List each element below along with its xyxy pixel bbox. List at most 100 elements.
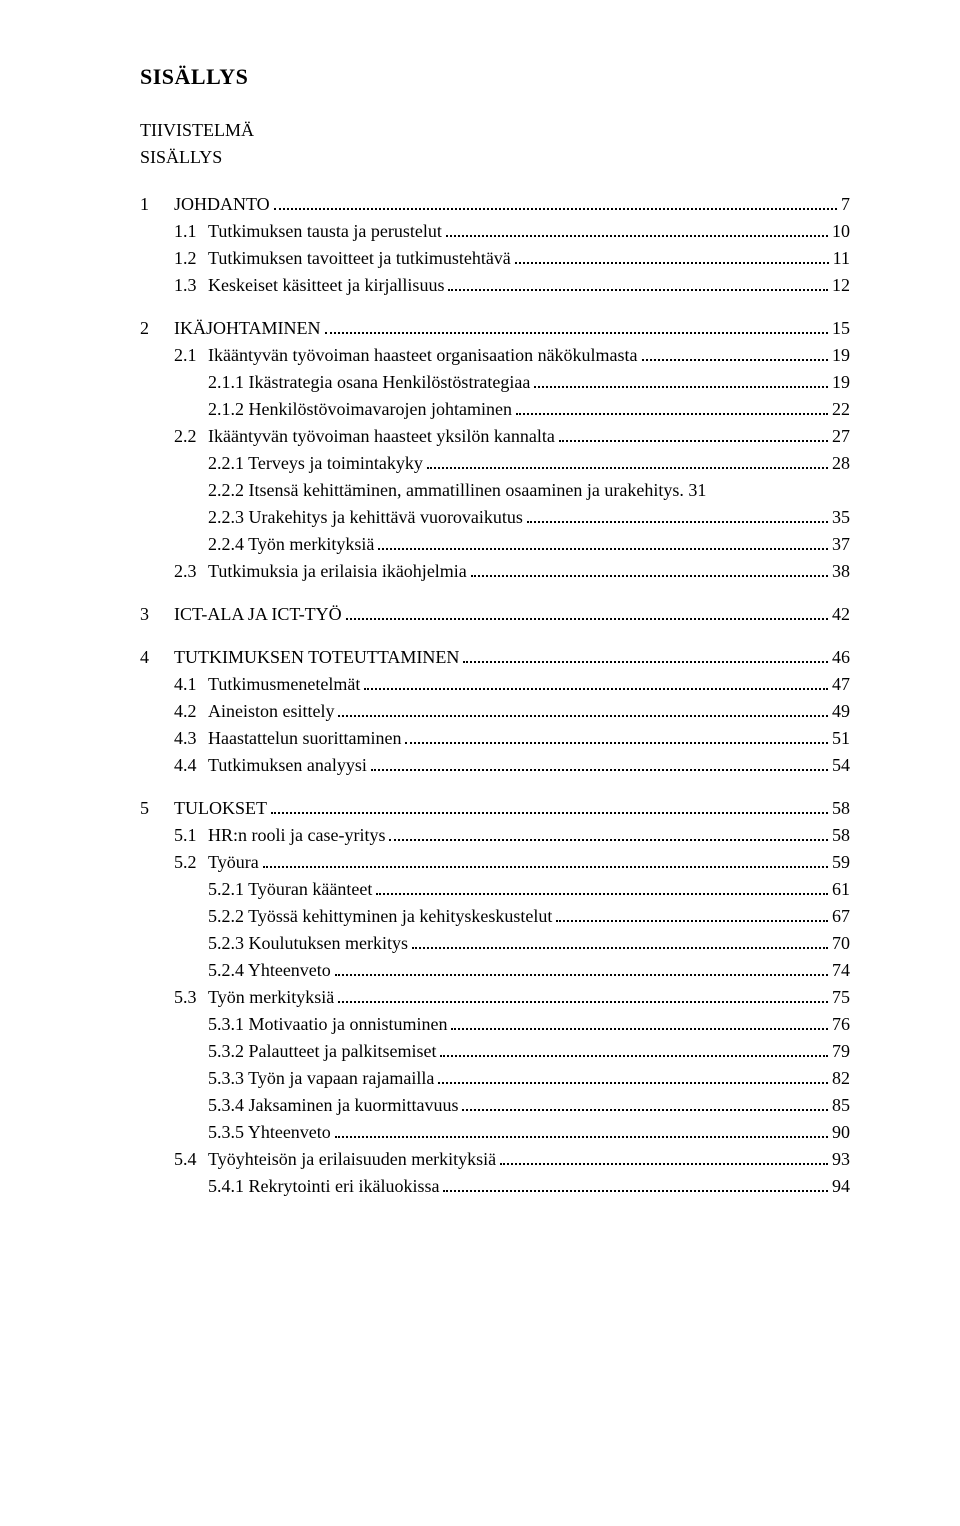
toc-entry: 2.1Ikääntyvän työvoiman haasteet organis… <box>140 342 850 369</box>
toc-entry-page: 94 <box>832 1173 850 1200</box>
toc-entry: 2.3Tutkimuksia ja erilaisia ikäohjelmia3… <box>140 558 850 585</box>
toc-entry-page: 42 <box>832 601 850 628</box>
toc-entry-number: 2.2 <box>174 423 208 450</box>
toc-entry: 2.2.3 Urakehitys ja kehittävä vuorovaiku… <box>140 504 850 531</box>
toc-dot-leader <box>438 1081 828 1084</box>
toc-entry-number: 4.1 <box>174 671 208 698</box>
toc-entry-label: Tutkimuksen tausta ja perustelut <box>208 218 442 245</box>
toc-entry: 1.1Tutkimuksen tausta ja perustelut 10 <box>140 218 850 245</box>
toc-entry-label: 5.2.3 Koulutuksen merkitys <box>208 930 408 957</box>
toc-entry-page: 19 <box>832 369 850 396</box>
toc-entry-number: 1 <box>140 191 174 218</box>
toc-entry-label: 2.1.1 Ikästrategia osana Henkilöstöstrat… <box>208 369 530 396</box>
toc-entry-page: 46 <box>832 644 850 671</box>
toc-entry-page: 59 <box>832 849 850 876</box>
toc-entry-page: 27 <box>832 423 850 450</box>
toc-entry-page: 22 <box>832 396 850 423</box>
toc-entry-label: Ikääntyvän työvoiman haasteet yksilön ka… <box>208 423 555 450</box>
preface-line: TIIVISTELMÄ <box>140 117 850 144</box>
toc-dot-leader <box>515 261 829 264</box>
toc-entry-label: 2.2.3 Urakehitys ja kehittävä vuorovaiku… <box>208 504 523 531</box>
toc-entry-label: 5.3.5 Yhteenveto <box>208 1119 331 1146</box>
toc-entry-label: 5.3.3 Työn ja vapaan rajamailla <box>208 1065 434 1092</box>
toc-entry-number: 1.2 <box>174 245 208 272</box>
toc-dot-leader <box>274 207 837 210</box>
toc-entry-label: 5.3.4 Jaksaminen ja kuormittavuus <box>208 1092 458 1119</box>
toc-entry-page: 74 <box>832 957 850 984</box>
toc-entry-label: HR:n rooli ja case-yritys <box>208 822 385 849</box>
toc-dot-leader <box>534 385 828 388</box>
toc-entry: 5.4.1 Rekrytointi eri ikäluokissa 94 <box>140 1173 850 1200</box>
page-title: SISÄLLYS <box>140 60 850 93</box>
toc-entry: 5TULOKSET58 <box>140 795 850 822</box>
toc-entry-number: 5 <box>140 795 174 822</box>
toc-dot-leader <box>556 919 828 922</box>
toc-entry: 2IKÄJOHTAMINEN15 <box>140 315 850 342</box>
toc-entry: 2.2.1 Terveys ja toimintakyky28 <box>140 450 850 477</box>
toc-dot-leader <box>451 1027 828 1030</box>
toc-entry: 2.2Ikääntyvän työvoiman haasteet yksilön… <box>140 423 850 450</box>
toc-entry-page: 37 <box>832 531 850 558</box>
toc-entry-page: 76 <box>832 1011 850 1038</box>
toc-dot-leader <box>338 714 828 717</box>
toc-entry-label: Aineiston esittely <box>208 698 334 725</box>
toc-dot-leader <box>462 1108 828 1111</box>
toc-entry-number: 3 <box>140 601 174 628</box>
toc-entry: 5.2.1 Työuran käänteet61 <box>140 876 850 903</box>
toc-entry-page: 75 <box>832 984 850 1011</box>
toc-entry-page: 10 <box>832 218 850 245</box>
toc-entry: 5.1HR:n rooli ja case-yritys58 <box>140 822 850 849</box>
toc-entry: 5.2.2 Työssä kehittyminen ja kehityskesk… <box>140 903 850 930</box>
toc-entry-label: 2.1.2 Henkilöstövoimavarojen johtaminen <box>208 396 512 423</box>
toc-entry: 5.3.3 Työn ja vapaan rajamailla82 <box>140 1065 850 1092</box>
toc-dot-leader <box>325 331 828 334</box>
toc-dot-leader <box>378 547 828 550</box>
toc-entry-label: 5.2.4 Yhteenveto <box>208 957 331 984</box>
toc-dot-leader <box>446 234 828 237</box>
toc-dot-leader <box>263 865 828 868</box>
toc-entry: 5.3.1 Motivaatio ja onnistuminen 76 <box>140 1011 850 1038</box>
toc-entry-page: 11 <box>833 245 850 272</box>
toc-entry-label: Tutkimuksen analyysi <box>208 752 367 779</box>
toc-entry-page: 35 <box>832 504 850 531</box>
toc-entry-label: Ikääntyvän työvoiman haasteet organisaat… <box>208 342 638 369</box>
toc-entry-page: 49 <box>832 698 850 725</box>
toc-entry: 5.3.5 Yhteenveto 90 <box>140 1119 850 1146</box>
toc-entry-page: 58 <box>832 822 850 849</box>
toc-entry: 4.2Aineiston esittely 49 <box>140 698 850 725</box>
toc-entry-number: 4.2 <box>174 698 208 725</box>
table-of-contents: 1JOHDANTO71.1Tutkimuksen tausta ja perus… <box>140 191 850 1200</box>
toc-entry-number: 2.1 <box>174 342 208 369</box>
toc-entry-label: 5.3.1 Motivaatio ja onnistuminen <box>208 1011 447 1038</box>
toc-dot-leader <box>443 1189 828 1192</box>
toc-entry-number: 4.4 <box>174 752 208 779</box>
toc-entry: 1.2Tutkimuksen tavoitteet ja tutkimusteh… <box>140 245 850 272</box>
toc-dot-leader <box>642 358 828 361</box>
toc-entry-number: 5.3 <box>174 984 208 1011</box>
toc-entry: 5.3.4 Jaksaminen ja kuormittavuus 85 <box>140 1092 850 1119</box>
toc-entry-number: 2 <box>140 315 174 342</box>
toc-entry-number: 1.1 <box>174 218 208 245</box>
toc-entry-label: Työura <box>208 849 259 876</box>
toc-dot-leader <box>335 1135 828 1138</box>
toc-entry: 3ICT-ALA JA ICT-TYÖ42 <box>140 601 850 628</box>
toc-entry-label: 5.2.1 Työuran käänteet <box>208 876 372 903</box>
toc-entry-label: Haastattelun suorittaminen <box>208 725 401 752</box>
toc-entry-label: 5.4.1 Rekrytointi eri ikäluokissa <box>208 1173 439 1200</box>
toc-entry-page: 90 <box>832 1119 850 1146</box>
toc-entry-number: 5.2 <box>174 849 208 876</box>
toc-dot-leader <box>405 741 828 744</box>
toc-dot-leader <box>500 1162 828 1165</box>
preface-block: TIIVISTELMÄ SISÄLLYS <box>140 117 850 171</box>
toc-dot-leader <box>371 768 828 771</box>
toc-dot-leader <box>389 838 828 841</box>
toc-entry-page: 51 <box>832 725 850 752</box>
toc-entry-number: 5.4 <box>174 1146 208 1173</box>
toc-entry-number: 4 <box>140 644 174 671</box>
toc-entry-page: 85 <box>832 1092 850 1119</box>
toc-dot-leader <box>364 687 828 690</box>
toc-dot-leader <box>427 466 828 469</box>
toc-entry-label: 2.2.1 Terveys ja toimintakyky <box>208 450 423 477</box>
toc-entry: 4.4Tutkimuksen analyysi54 <box>140 752 850 779</box>
toc-entry-number: 2.3 <box>174 558 208 585</box>
